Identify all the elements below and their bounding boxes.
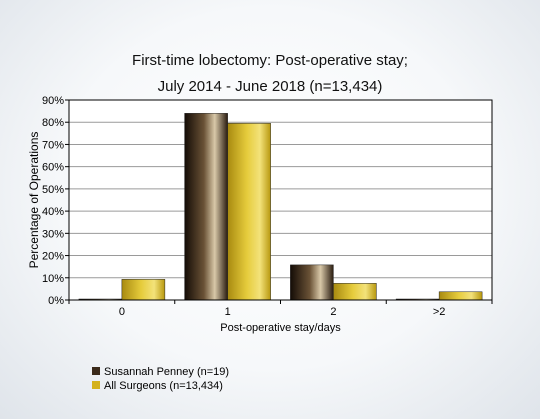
bar-all-surgeons-2	[333, 283, 377, 301]
y-tick-label: 70%	[42, 139, 64, 151]
x-tick-label: 2	[330, 306, 336, 318]
legend-label: Susannah Penney (n=19)	[104, 366, 230, 378]
bar-all-surgeons-1	[227, 123, 271, 301]
legend-swatch	[92, 381, 100, 389]
y-tick-label: 50%	[42, 184, 64, 196]
legend-item-susannah-penney: Susannah Penney (n=19)	[92, 366, 229, 378]
bar-susannah-penney-1	[184, 113, 228, 301]
x-tick-label: >2	[433, 306, 446, 318]
y-tick-label: 20%	[42, 251, 64, 263]
bar-all-surgeons-0	[121, 279, 166, 301]
plot-area	[69, 100, 492, 300]
legend-swatch	[92, 367, 100, 375]
y-tick-label: 10%	[42, 273, 64, 285]
legend-label: All Surgeons (n=13,434)	[104, 380, 223, 392]
bar-susannah-penney-2	[290, 264, 334, 301]
y-axis-label: Percentage of Operations	[27, 132, 41, 269]
chart-title: First-time lobectomy: Post-operative sta…	[132, 52, 408, 69]
bar-all-surgeons-3	[438, 291, 483, 301]
y-tick-label: 60%	[42, 162, 64, 174]
y-tick-label: 30%	[42, 228, 64, 240]
y-tick-label: 0%	[48, 295, 64, 307]
y-tick-label: 40%	[42, 206, 64, 218]
x-axis-label: Post-operative stay/days	[220, 322, 341, 334]
chart-subtitle: July 2014 - June 2018 (n=13,434)	[157, 78, 383, 95]
y-tick-label: 80%	[42, 117, 64, 129]
y-tick-label: 90%	[42, 95, 64, 107]
x-tick-label: 1	[225, 306, 231, 318]
legend-item-all-surgeons: All Surgeons (n=13,434)	[92, 380, 223, 392]
plot-frame	[68, 99, 493, 301]
x-tick-label: 0	[119, 306, 125, 318]
